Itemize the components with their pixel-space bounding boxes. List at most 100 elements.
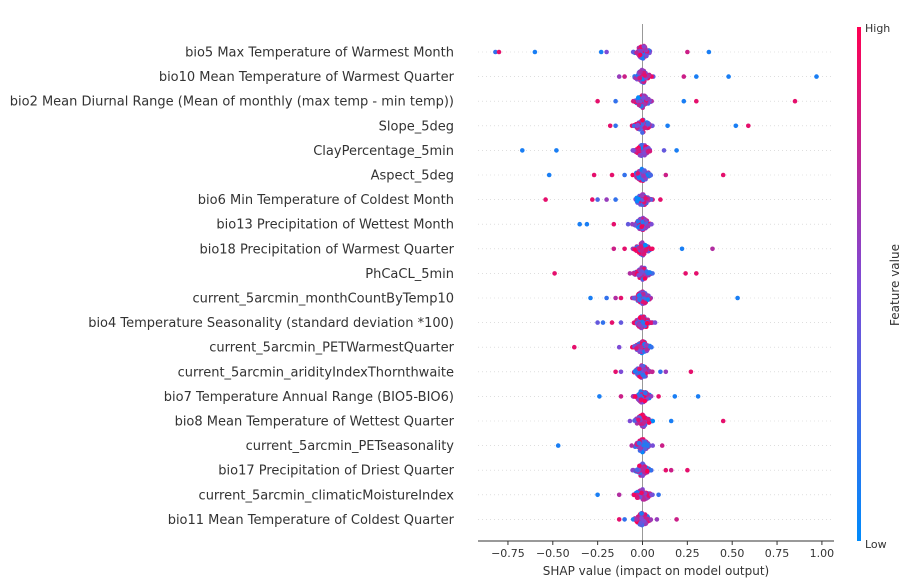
shap-dot — [647, 270, 652, 275]
shap-dot — [648, 394, 654, 399]
shap-dot — [622, 517, 627, 522]
shap-dot — [672, 394, 678, 399]
shap-dot — [595, 492, 600, 498]
shap-dot — [600, 320, 606, 325]
shap-dot — [642, 415, 647, 421]
shap-dot — [634, 50, 639, 55]
shap-dot — [650, 418, 656, 424]
shap-dot — [792, 98, 798, 104]
shap-dot — [496, 49, 502, 55]
shap-dot — [630, 221, 635, 227]
shap-dot — [640, 468, 646, 473]
x-axis: −0.75 −0.50 −0.25 0.00 0.25 0.50 0.75 1.00 SHAP… — [478, 540, 834, 578]
shap-dot — [634, 123, 640, 129]
shap-dot — [642, 73, 648, 78]
shap-dot — [622, 246, 627, 252]
shap-dot — [577, 221, 582, 227]
feature-label: bio6 Min Temperature of Coldest Month — [198, 193, 454, 208]
shap-dot — [636, 102, 642, 108]
shap-dot — [640, 118, 645, 123]
shap-dots — [493, 43, 819, 528]
shap-dot — [634, 467, 640, 473]
shap-dot — [644, 342, 649, 348]
shap-dot — [634, 195, 639, 201]
shap-dot — [644, 346, 650, 352]
feature-label: ClayPercentage_5min — [313, 144, 454, 159]
shap-dot — [695, 394, 701, 399]
shap-dot — [607, 123, 613, 129]
shap-dot — [520, 148, 525, 153]
shap-dot — [637, 463, 642, 469]
shap-dot — [616, 344, 622, 350]
shap-dot — [595, 320, 600, 325]
shap-dot — [627, 271, 633, 276]
x-tick-label: 1.00 — [810, 547, 835, 560]
shap-dot — [644, 53, 649, 58]
shap-dot — [637, 52, 643, 58]
x-tick-label: 0.25 — [675, 547, 700, 560]
shap-dot — [636, 147, 642, 153]
feature-label: Slope_5deg — [379, 119, 454, 134]
shap-dot — [639, 490, 644, 496]
shap-dot — [635, 219, 641, 224]
shap-dot — [642, 168, 647, 173]
shap-dot — [646, 148, 652, 154]
shap-dot — [654, 517, 660, 522]
feature-label: bio18 Precipitation of Warmest Quarter — [199, 242, 454, 257]
shap-dot — [638, 244, 644, 249]
shap-dot — [632, 247, 638, 252]
shap-dot — [613, 295, 618, 301]
shap-dot — [642, 276, 648, 281]
shap-dot — [636, 440, 642, 446]
shap-dot — [630, 517, 636, 522]
shap-dot — [694, 271, 699, 276]
shap-dot — [595, 197, 600, 202]
shap-dot — [636, 417, 641, 423]
shap-dot — [641, 173, 646, 178]
shap-dot — [604, 49, 609, 55]
x-ticks: −0.75 −0.50 −0.25 0.00 0.25 0.50 0.75 1.00 — [491, 541, 834, 560]
shap-dot — [650, 246, 655, 252]
shap-dot — [733, 123, 739, 129]
shap-dot — [642, 446, 648, 452]
shap-dot — [613, 197, 618, 202]
shap-dot — [595, 98, 600, 104]
shap-dot — [645, 121, 651, 127]
shap-dot — [649, 344, 654, 350]
shap-dot — [656, 394, 661, 399]
shap-dot — [665, 123, 670, 129]
shap-dot — [681, 74, 687, 79]
shap-dot — [611, 246, 617, 252]
shap-dot — [648, 517, 654, 522]
shap-dot — [637, 323, 643, 328]
shap-dot — [616, 517, 622, 522]
shap-dot — [663, 172, 669, 178]
shap-dot — [638, 69, 643, 74]
feature-label: Aspect_5deg — [371, 169, 454, 184]
x-tick-label: 0.75 — [765, 547, 790, 560]
feature-label: bio8 Mean Temperature of Wettest Quarter — [175, 415, 455, 430]
shap-dot — [618, 369, 624, 375]
shap-dot — [642, 367, 648, 372]
shap-dot — [634, 495, 640, 500]
shap-dot — [632, 369, 638, 374]
shap-dot — [650, 443, 655, 448]
shap-dot — [746, 123, 751, 129]
shap-dot — [634, 346, 639, 351]
feature-label: current_5arcmin_monthCountByTemp10 — [193, 292, 454, 307]
shap-dot — [609, 320, 615, 325]
shap-dot — [613, 98, 618, 104]
shap-dot — [643, 390, 648, 396]
shap-dot — [640, 320, 646, 326]
shap-dot — [636, 99, 641, 104]
shap-dot — [618, 320, 624, 325]
shap-dot — [641, 95, 646, 100]
shap-dot — [604, 295, 609, 301]
shap-dot — [629, 443, 634, 448]
feature-label: PhCaCL_5min — [365, 267, 454, 282]
shap-dot — [641, 518, 647, 524]
feature-label: current_5arcmin_PETseasonality — [246, 439, 455, 454]
colorbar-title: Feature value — [888, 244, 902, 326]
shap-dot — [634, 517, 639, 522]
